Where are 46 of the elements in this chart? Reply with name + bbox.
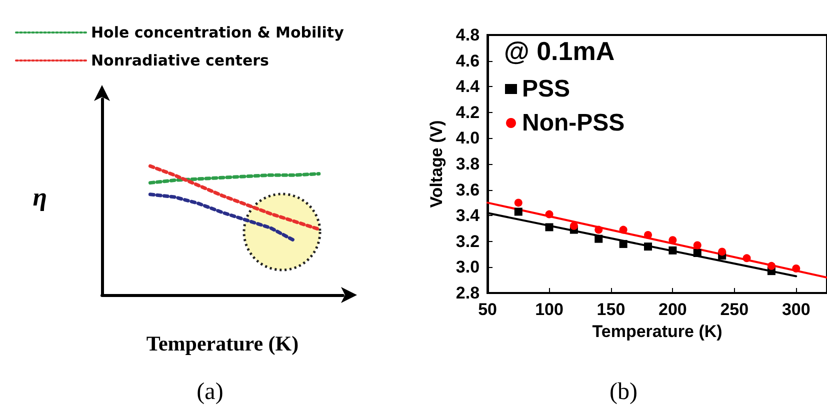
y-tick-label: 4.0 — [456, 128, 480, 148]
y-tick-label: 4.4 — [456, 77, 480, 96]
point — [693, 249, 702, 258]
x-tick-label: 100 — [535, 300, 564, 319]
point — [594, 234, 603, 243]
legend-label: Hole concentration & Mobility — [91, 24, 344, 42]
x-tick-label: 250 — [720, 300, 749, 319]
y-axis-title: η — [32, 182, 47, 212]
point — [545, 210, 554, 218]
legend-label: Non-PSS — [522, 110, 625, 136]
y-tick-label: 3.2 — [456, 232, 480, 251]
y-axis-title: Voltage (V) — [427, 120, 446, 208]
point — [619, 226, 628, 234]
point — [514, 198, 522, 207]
y-tick-label: 4.8 — [456, 26, 480, 44]
point — [693, 241, 702, 250]
point — [718, 248, 726, 256]
point — [792, 264, 800, 272]
y-tick-label: 2.8 — [456, 284, 480, 302]
text: (b) — [610, 379, 638, 405]
y-tick-label: 3.0 — [456, 258, 480, 277]
legend-label: Nonradiative centers — [91, 52, 270, 70]
point — [644, 230, 652, 239]
point — [644, 242, 652, 251]
y-tick-label: 3.6 — [456, 180, 480, 200]
y-tick-label: 4.6 — [456, 51, 480, 70]
x-tick-label: 200 — [658, 300, 687, 319]
point — [594, 226, 603, 234]
point — [767, 262, 776, 270]
point — [545, 223, 554, 232]
point — [570, 222, 578, 230]
y-tick-label: 3.4 — [456, 206, 480, 226]
x-tick-label: 300 — [782, 300, 810, 319]
point — [619, 240, 628, 248]
legend-title: @ 0.1mA — [504, 36, 615, 66]
legend-label: PSS — [522, 76, 570, 102]
x-tick-label: 150 — [596, 300, 626, 319]
point — [742, 254, 751, 262]
y-tick-label: 4.2 — [456, 102, 480, 122]
x-axis-title: Temperature (K) — [592, 322, 722, 341]
text: (a) — [196, 379, 224, 405]
x-tick-label: 50 — [478, 300, 497, 319]
point — [668, 246, 677, 254]
y-tick-label: 3.8 — [456, 154, 480, 174]
point — [514, 208, 522, 216]
x-axis-title: Temperature (K) — [146, 332, 299, 356]
